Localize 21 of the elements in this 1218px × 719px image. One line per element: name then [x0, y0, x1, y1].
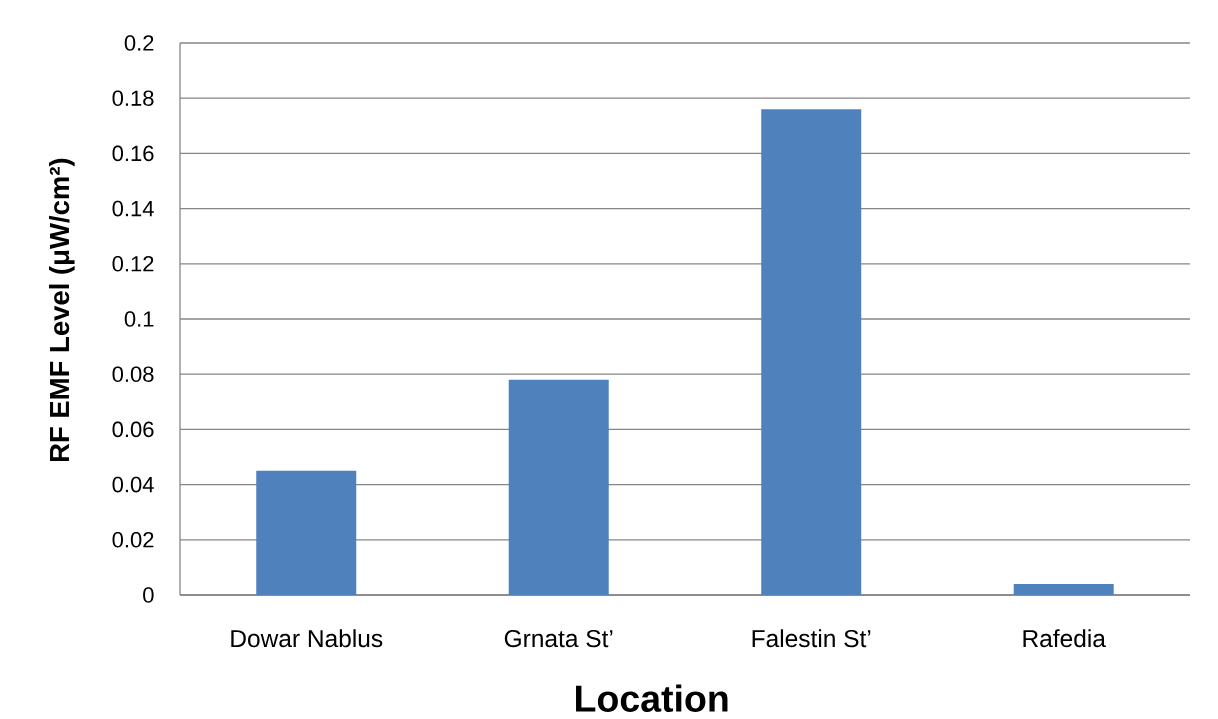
y-tick-label: 0.06 — [112, 421, 154, 438]
y-tick-label: 0.2 — [124, 35, 154, 51]
y-tick-label: 0.08 — [112, 366, 154, 382]
y-tick-label: 0.02 — [112, 531, 154, 548]
bar — [508, 379, 609, 595]
y-tick-label: 0 — [143, 587, 154, 603]
y-tick-label: 0.14 — [112, 200, 154, 217]
bar — [761, 109, 862, 595]
x-tick-label: Rafedia — [1023, 629, 1106, 648]
y-tick-label: 0.16 — [112, 145, 154, 162]
y-tick-label: 0.04 — [112, 476, 154, 493]
y-axis-title: RF EMF Level (μW/cm²) — [49, 158, 75, 462]
bar — [256, 470, 357, 595]
bar — [1013, 583, 1114, 595]
y-tick-label: 0.12 — [112, 255, 154, 272]
y-tick-label: 0.1 — [124, 311, 154, 327]
x-tick-label: Grnata St’ — [504, 629, 613, 648]
x-tick-label: Falestin St’ — [752, 629, 871, 648]
y-tick-label: 0.18 — [112, 90, 154, 106]
x-axis-title: Location — [576, 684, 728, 712]
x-tick-label: Dowar Nablus — [231, 629, 383, 648]
